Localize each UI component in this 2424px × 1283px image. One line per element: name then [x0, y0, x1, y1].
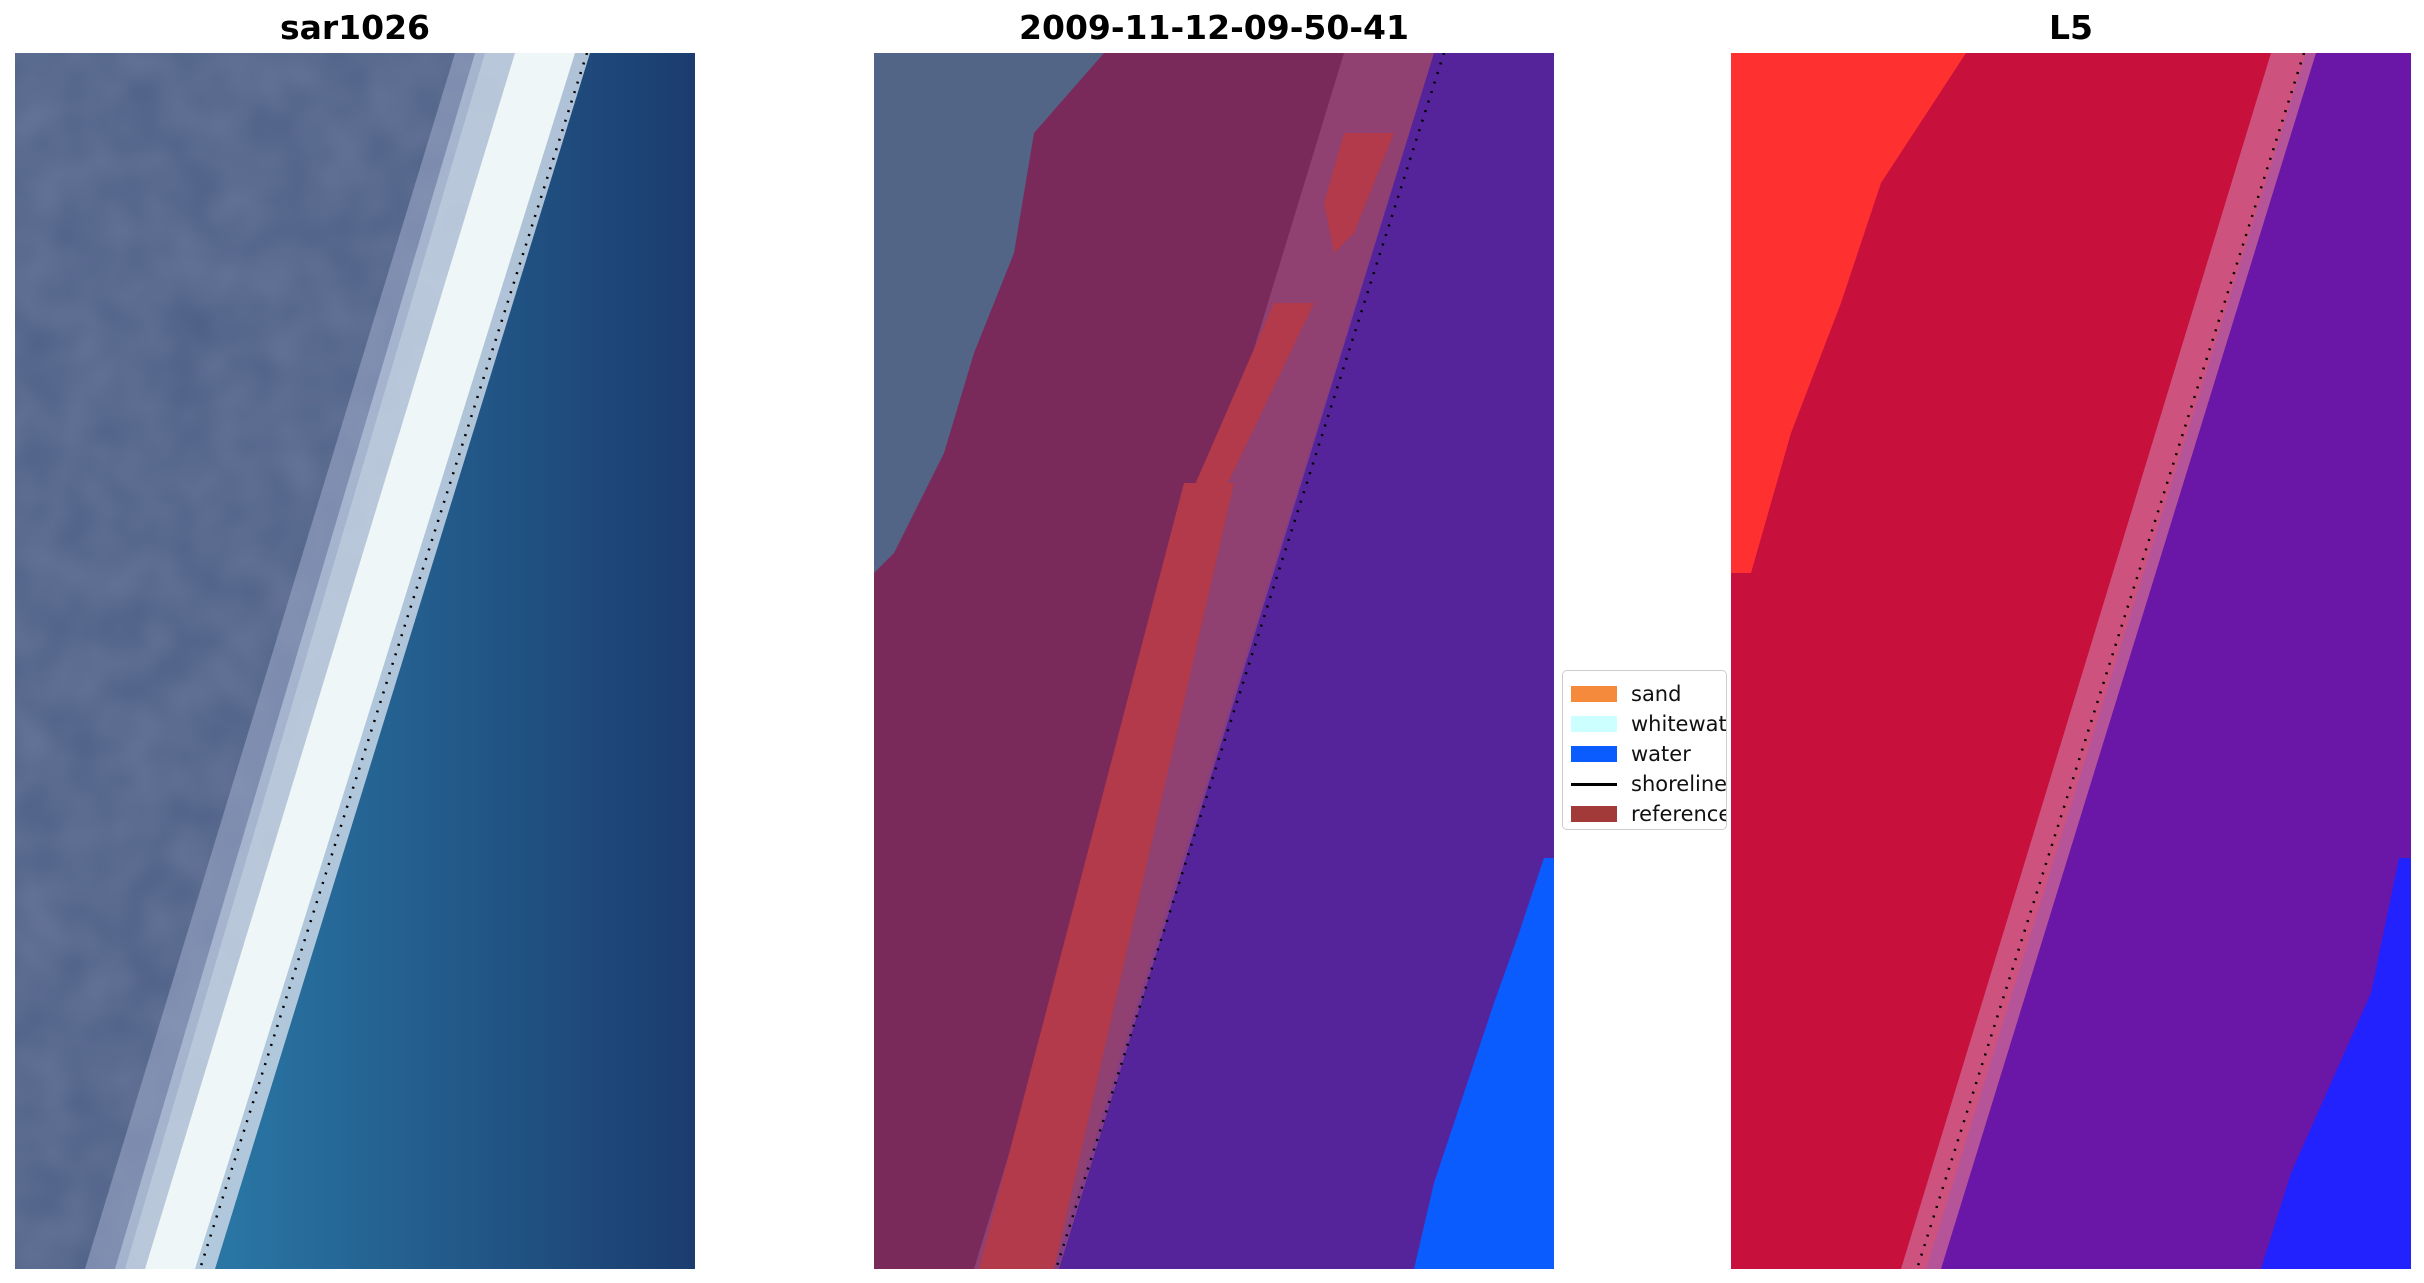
l5-panel	[1731, 53, 2411, 1269]
rgb-image	[15, 53, 695, 1269]
legend-label-shoreline: shoreline	[1631, 772, 1727, 796]
legend-label-whitewater: whitewater	[1631, 712, 1727, 736]
reference-strip	[979, 483, 1234, 1269]
l5-image	[1731, 53, 2411, 1269]
legend-label-sand: sand	[1631, 682, 1682, 706]
legend-swatch-sand	[1571, 686, 1617, 702]
l5-deep-water	[2261, 858, 2411, 1269]
reference-strip	[1174, 303, 1314, 533]
water-class	[1414, 858, 1554, 1269]
classification-panel	[874, 53, 1554, 1269]
legend: sand whitewater water shoreline referenc…	[1562, 670, 1727, 830]
panel-title-classification: 2009-11-12-09-50-41	[1019, 8, 1409, 47]
legend-item-sand: sand	[1563, 677, 1726, 707]
l5-water-region	[1926, 53, 2411, 1269]
rgb-image-panel	[15, 53, 695, 1269]
legend-swatch-whitewater	[1571, 716, 1617, 732]
legend-swatch-water	[1571, 746, 1617, 762]
legend-label-reference: reference	[1631, 802, 1727, 826]
legend-item-whitewater: whitewater	[1563, 707, 1727, 737]
legend-item-shoreline: shoreline	[1563, 767, 1727, 797]
legend-swatch-shoreline	[1571, 783, 1617, 786]
legend-swatch-reference	[1571, 806, 1617, 822]
l5-land-region	[1731, 53, 1966, 573]
legend-item-reference: reference	[1563, 797, 1727, 827]
land-region	[874, 53, 1104, 573]
legend-item-water: water	[1563, 737, 1726, 767]
legend-label-water: water	[1631, 742, 1691, 766]
panel-title-rgb: sar1026	[279, 8, 431, 47]
panel-title-l5: L5	[2049, 8, 2093, 47]
water-overlay	[1054, 53, 1554, 1269]
reference-strip	[1324, 133, 1394, 253]
classification-image	[874, 53, 1554, 1269]
